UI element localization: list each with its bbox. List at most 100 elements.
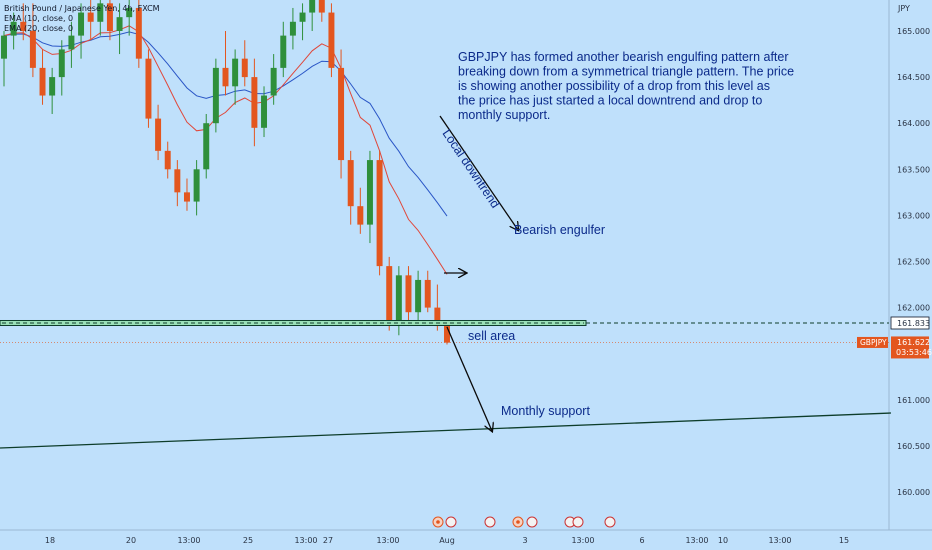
bearish-engulfer-label: Bearish engulfer bbox=[514, 223, 605, 237]
candle bbox=[126, 0, 133, 36]
candle-body bbox=[376, 160, 383, 267]
x-tick-label: 13:00 bbox=[177, 536, 200, 545]
candle bbox=[357, 187, 364, 234]
candle-body bbox=[155, 118, 162, 151]
event-dot-icon bbox=[516, 520, 520, 524]
candle-body bbox=[338, 67, 345, 161]
candle bbox=[270, 54, 277, 105]
candle bbox=[415, 270, 422, 322]
candle-body bbox=[20, 21, 27, 31]
ema10-legend: EMA (10, close, 0 bbox=[4, 14, 74, 23]
candle-body bbox=[116, 17, 123, 31]
candle-body bbox=[444, 326, 450, 343]
candle bbox=[29, 3, 36, 78]
x-tick-label: 10 bbox=[718, 536, 728, 545]
y-tick-label: 163.000 bbox=[897, 211, 930, 220]
uk-flag-icon[interactable] bbox=[572, 516, 584, 528]
uk-flag-icon[interactable] bbox=[484, 516, 496, 528]
candle-body bbox=[309, 0, 316, 13]
uk-flag-icon[interactable] bbox=[526, 516, 538, 528]
y-tick-label: 164.500 bbox=[897, 73, 930, 82]
candle-body bbox=[405, 275, 412, 313]
candle bbox=[289, 7, 296, 50]
candle bbox=[145, 49, 152, 128]
monthly-support-line[interactable] bbox=[0, 412, 892, 449]
candle-body bbox=[68, 35, 75, 50]
uk-flag-icon[interactable] bbox=[604, 516, 616, 528]
y-tick-label: 164.000 bbox=[897, 119, 930, 128]
candle-body bbox=[434, 307, 441, 327]
candle bbox=[366, 150, 373, 244]
candle bbox=[299, 3, 306, 41]
x-tick-label: 13:00 bbox=[768, 536, 791, 545]
candle bbox=[87, 0, 94, 41]
candle-body bbox=[183, 192, 190, 202]
candle bbox=[20, 3, 27, 41]
candle-body bbox=[299, 12, 306, 22]
x-tick-label: 13:00 bbox=[376, 536, 399, 545]
candle-body bbox=[241, 58, 248, 78]
ema20-legend: EMA (20, close, 0 bbox=[4, 24, 74, 33]
candle bbox=[49, 67, 56, 114]
candle-body bbox=[29, 31, 36, 68]
candle-body bbox=[49, 77, 56, 96]
candle-body bbox=[203, 123, 210, 170]
y-tick-label: 165.000 bbox=[897, 27, 930, 36]
x-tick-label: 3 bbox=[522, 536, 527, 545]
candle bbox=[164, 141, 171, 179]
candle bbox=[183, 178, 190, 211]
candle bbox=[212, 58, 219, 133]
candle bbox=[106, 0, 113, 41]
candle bbox=[241, 40, 248, 87]
economic-event-icons[interactable] bbox=[432, 516, 616, 528]
x-tick-label: 13:00 bbox=[294, 536, 317, 545]
x-tick-label: 27 bbox=[323, 536, 333, 545]
candle-body bbox=[251, 77, 258, 128]
sell-area-label: sell area bbox=[468, 329, 515, 343]
candle bbox=[386, 256, 393, 331]
y-tick-label: 163.500 bbox=[897, 165, 930, 174]
candle-body bbox=[347, 160, 354, 207]
target-arrow[interactable] bbox=[446, 326, 492, 431]
candle-body bbox=[1, 35, 7, 59]
candle bbox=[135, 0, 142, 68]
level-price-tag bbox=[890, 316, 930, 330]
candle-body bbox=[415, 279, 422, 313]
candle bbox=[424, 270, 431, 313]
candle bbox=[97, 0, 104, 36]
candle-body bbox=[126, 7, 133, 18]
candle bbox=[203, 113, 210, 179]
candle-body bbox=[318, 0, 325, 13]
candle bbox=[318, 0, 325, 22]
candle-body bbox=[386, 266, 393, 322]
y-tick-label: 160.000 bbox=[897, 488, 930, 497]
candle-body bbox=[280, 35, 287, 68]
candle-body bbox=[366, 160, 373, 225]
local-downtrend-arrow[interactable] bbox=[439, 115, 518, 230]
x-tick-label: 25 bbox=[243, 536, 253, 545]
candle-body bbox=[106, 3, 113, 31]
candle bbox=[261, 86, 268, 138]
candle bbox=[347, 150, 354, 225]
symbol-tag bbox=[857, 336, 888, 348]
x-tick-label: 20 bbox=[126, 536, 136, 545]
candle-body bbox=[222, 67, 229, 87]
currency-label: JPY bbox=[897, 4, 910, 13]
uk-flag-icon[interactable] bbox=[445, 516, 457, 528]
candle-body bbox=[10, 21, 17, 36]
symbol-line: British Pound / Japanese Yen, 4h, FXCM bbox=[4, 4, 160, 13]
candle-body bbox=[87, 12, 94, 22]
candle-body bbox=[174, 169, 181, 193]
candle-body bbox=[357, 206, 364, 225]
event-dot-icon bbox=[436, 520, 440, 524]
symbol-tag-text: GBPJPY bbox=[860, 338, 887, 347]
candle bbox=[78, 3, 85, 59]
candle bbox=[193, 160, 200, 216]
analysis-note: GBPJPY has formed another bearish engulf… bbox=[458, 50, 794, 122]
y-tick-label: 162.500 bbox=[897, 258, 930, 267]
candle-body bbox=[261, 95, 268, 128]
y-tick-label: 160.500 bbox=[897, 442, 930, 451]
ema10-line bbox=[3, 25, 448, 275]
candle-body bbox=[78, 12, 85, 36]
